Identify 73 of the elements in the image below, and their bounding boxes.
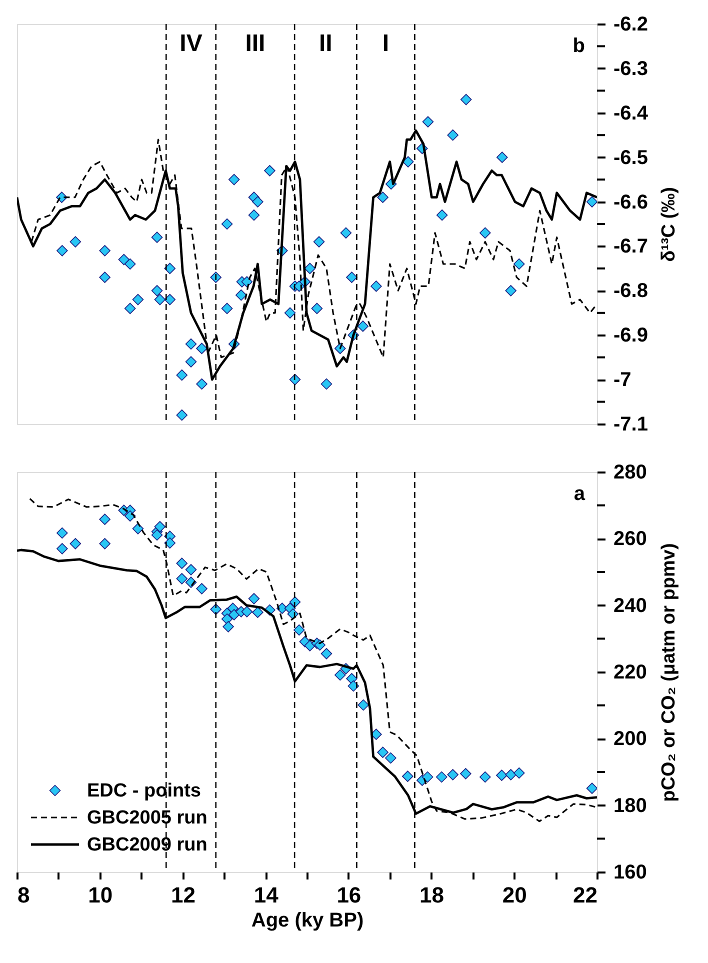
point (99, 514, 110, 525)
point (151, 529, 163, 541)
point (176, 558, 188, 569)
point (496, 770, 508, 781)
point (241, 606, 253, 618)
x-tick-label: 10 (88, 882, 113, 908)
point (402, 770, 414, 782)
annotation: III (245, 30, 266, 57)
point (447, 769, 458, 780)
point (185, 564, 197, 576)
point (248, 593, 260, 604)
point (221, 613, 233, 625)
point (480, 771, 491, 783)
y-tick-label: 240 (614, 594, 647, 617)
y-tick-label: -6.2 (614, 14, 648, 36)
point (132, 523, 144, 534)
point (436, 771, 448, 783)
x-tick-label: 18 (420, 882, 444, 908)
y-tick-label: -6.8 (614, 280, 648, 302)
point (228, 609, 240, 620)
y-tick-label: -6.4 (614, 102, 649, 124)
y-tick-label: -6.3 (614, 58, 648, 80)
y-tick-label: -6.5 (614, 146, 648, 169)
point (70, 538, 82, 550)
point (422, 771, 434, 783)
x-tick-label: 22 (573, 882, 598, 908)
point (320, 648, 332, 660)
point (99, 538, 110, 550)
point (460, 768, 472, 780)
y-axis-title: pCO₂ or CO₂ (μatm or ppmv) (658, 543, 680, 802)
annotation: IV (180, 30, 202, 57)
point (377, 746, 388, 758)
y-tick-label: -7.1 (614, 414, 648, 436)
x-tick-label: 20 (502, 882, 527, 908)
point (293, 624, 305, 636)
y-tick-label: -6.9 (614, 324, 648, 347)
y-tick-label: 200 (614, 728, 647, 750)
y-tick-label: -6.6 (614, 191, 648, 214)
point (370, 728, 382, 740)
y-tick-label: 260 (614, 528, 647, 550)
annotation: I (382, 30, 390, 57)
legend-label: GBC2009 run (87, 834, 208, 856)
x-axis-title: Age (ky BP) (251, 910, 364, 932)
point (252, 606, 264, 618)
point (176, 573, 188, 584)
y-tick-label: -7 (614, 369, 632, 392)
point (164, 537, 176, 549)
y-tick-label: -6.7 (614, 236, 648, 258)
point (505, 769, 516, 780)
point (196, 583, 208, 594)
annotation: a (574, 483, 586, 505)
point (154, 521, 166, 532)
point (56, 527, 68, 539)
point (334, 669, 346, 681)
y-tick-label: 160 (614, 862, 647, 884)
y-tick-label: 280 (614, 462, 647, 484)
x-tick-label: 16 (336, 882, 362, 908)
point (586, 782, 597, 794)
point (385, 752, 396, 764)
point (358, 699, 369, 711)
point (222, 621, 234, 632)
y-tick-label: 180 (614, 794, 647, 817)
y-tick-label: 220 (614, 662, 647, 684)
x-tick-label: 14 (254, 882, 280, 908)
legend-label: GBC2005 run (87, 808, 208, 828)
x-tick-label: 12 (170, 882, 196, 908)
annotation: II (318, 30, 332, 57)
point (513, 767, 525, 779)
legend-label: EDC - points (87, 780, 201, 802)
annotation: b (572, 35, 585, 57)
x-tick-label: 8 (18, 882, 30, 908)
y-axis-title: δ¹³C (‰) (658, 187, 680, 262)
point (56, 543, 68, 554)
